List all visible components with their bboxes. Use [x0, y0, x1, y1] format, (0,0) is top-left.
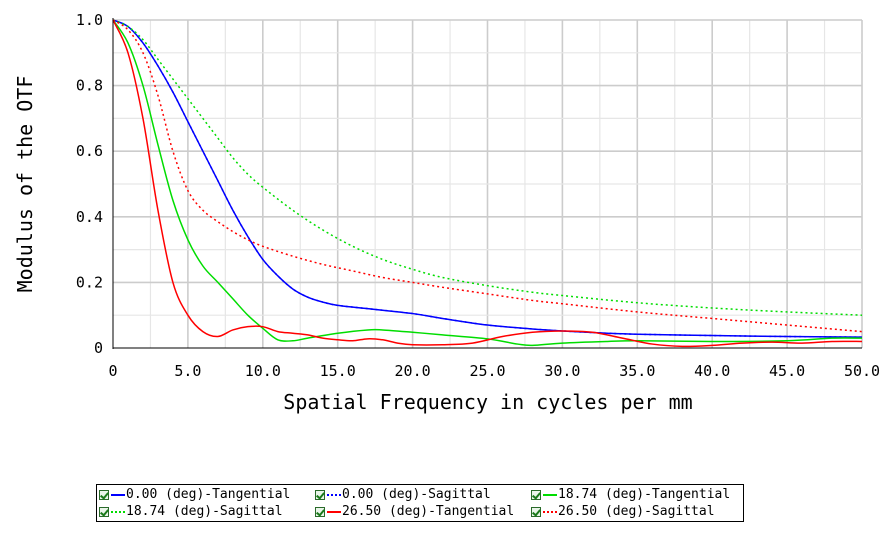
x-tick-label: 15.0	[320, 362, 356, 380]
x-tick-label: 40.0	[694, 362, 730, 380]
y-tick-label: 0.8	[76, 77, 103, 95]
legend-swatch	[543, 510, 557, 513]
series-line	[112, 19, 863, 338]
y-axis-title: Modulus of the OTF	[13, 76, 37, 293]
x-tick-label: 30.0	[544, 362, 580, 380]
legend-swatch	[327, 510, 341, 513]
legend-label: 26.50 (deg)-Sagittal	[558, 504, 715, 519]
x-tick-label: 25.0	[469, 362, 505, 380]
x-axis-title: Spatial Frequency in cycles per mm	[283, 390, 692, 414]
x-axis-ticks: 0 5.0 10.0 15.0 20.0 25.0 30.0 35.0 40.0 45.0 50.0	[108, 362, 880, 380]
y-tick-label: 0.4	[76, 208, 103, 226]
checkbox-icon[interactable]	[315, 489, 325, 500]
chart-series-layer	[112, 19, 863, 348]
x-tick-label: 35.0	[619, 362, 655, 380]
legend-item[interactable]: 0.00 (deg)-Tangential	[99, 486, 315, 503]
legend-swatch	[327, 493, 341, 496]
legend-item[interactable]: 26.50 (deg)-Sagittal	[531, 503, 745, 520]
legend-swatch	[111, 493, 125, 496]
legend-label: 0.00 (deg)-Sagittal	[342, 487, 491, 502]
y-tick-label: 1.0	[76, 11, 103, 29]
x-tick-label: 5.0	[174, 362, 201, 380]
y-tick-label: 0	[94, 339, 103, 357]
legend-item[interactable]: 18.74 (deg)-Sagittal	[99, 503, 315, 520]
checkbox-icon[interactable]	[99, 506, 109, 517]
chart-grid	[113, 19, 863, 348]
x-tick-label: 10.0	[245, 362, 281, 380]
legend-item[interactable]: 18.74 (deg)-Tangential	[531, 486, 745, 503]
y-axis-ticks: 0 0.2 0.4 0.6 0.8 1.0	[76, 11, 103, 357]
chart-axes	[112, 18, 862, 349]
series-line	[112, 19, 863, 348]
checkbox-icon[interactable]	[531, 489, 541, 500]
checkbox-icon[interactable]	[531, 506, 541, 517]
x-tick-label: 45.0	[769, 362, 805, 380]
legend-label: 18.74 (deg)-Sagittal	[126, 504, 283, 519]
legend-label: 18.74 (deg)-Tangential	[558, 487, 731, 502]
series-line	[112, 19, 863, 316]
y-tick-label: 0.2	[76, 273, 103, 291]
x-tick-label: 0	[108, 362, 117, 380]
legend-label: 0.00 (deg)-Tangential	[126, 487, 291, 502]
legend-item[interactable]: 26.50 (deg)-Tangential	[315, 503, 531, 520]
mtf-chart: 0 5.0 10.0 15.0 20.0 25.0 30.0 35.0 40.0 45.0 50.0…	[13, 11, 880, 414]
series-line	[112, 19, 863, 333]
legend-swatch	[543, 493, 557, 496]
legend-label: 26.50 (deg)-Tangential	[342, 504, 515, 519]
legend-item[interactable]: 0.00 (deg)-Sagittal	[315, 486, 531, 503]
chart-legend: 0.00 (deg)-Tangential 0.00 (deg)-Sagitta…	[96, 484, 744, 522]
y-tick-label: 0.6	[76, 142, 103, 160]
x-tick-label: 20.0	[395, 362, 431, 380]
x-tick-label: 50.0	[844, 362, 880, 380]
checkbox-icon[interactable]	[99, 489, 109, 500]
legend-swatch	[111, 510, 125, 513]
series-line	[112, 19, 863, 347]
checkbox-icon[interactable]	[315, 506, 325, 517]
